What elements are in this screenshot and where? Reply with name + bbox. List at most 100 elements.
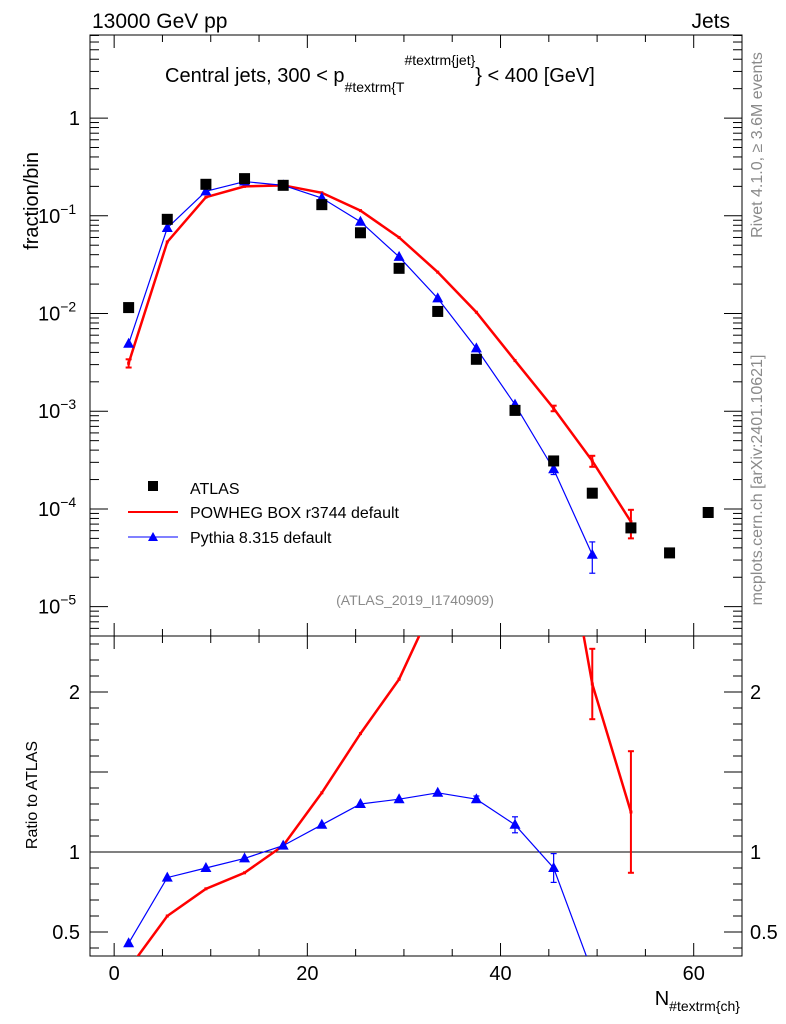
powheg-line [127, 184, 632, 523]
y-tick-label-base: 10 [38, 499, 60, 521]
atlas-point [432, 305, 444, 317]
y-tick-label-top: 10−2 [38, 299, 76, 326]
legend-powheg-label: POWHEG BOX r3744 default [190, 505, 400, 522]
atlas-point [161, 213, 173, 225]
plot-title: Central jets, 300 < p#textrm{T #textrm{je… [165, 52, 595, 95]
y-tick-label-base: 10 [38, 401, 60, 423]
powheg-ratio-point [358, 732, 362, 736]
mcplots-label: mcplots.cern.ch [arXiv:2401.10621] [749, 355, 766, 606]
powheg-ratio-point [243, 871, 247, 875]
y-axis-title-bottom: Ratio to ATLAS [24, 741, 41, 849]
x-tick-label: 40 [489, 963, 511, 985]
atlas-point [702, 506, 714, 518]
y-tick-label-exp: −4 [60, 494, 76, 510]
pythia-ratio-point [470, 793, 482, 804]
atlas-point [470, 353, 482, 365]
pythia-ratio-point [277, 839, 289, 850]
pythia-point [586, 548, 598, 559]
powheg-point [474, 310, 478, 314]
atlas-point [277, 179, 289, 191]
pythia-ratio-point [393, 793, 405, 804]
powheg-point [204, 195, 208, 199]
x-tick-label: 0 [109, 963, 120, 985]
legend-pythia-marker [148, 532, 158, 541]
y-tick-label-base: 10 [38, 304, 60, 326]
rivet-version-label: Rivet 4.1.0, ≥ 3.6M events [749, 52, 766, 238]
pythia-point [548, 463, 560, 474]
pythia-point [470, 342, 482, 353]
atlas-point [625, 522, 637, 534]
analysis-watermark: (ATLAS_2019_I1740909) [336, 592, 494, 608]
plot-title-pre: Central jets, 300 < p [165, 65, 345, 87]
y-tick-label-exp: −1 [60, 201, 76, 217]
pythia-point [354, 215, 366, 226]
energy-label: 13000 GeV pp [92, 10, 227, 33]
atlas-point [200, 178, 212, 190]
y-axis-title-top: fraction/bin [21, 152, 43, 250]
y-tick-label-bottom: 2 [69, 682, 80, 704]
pythia-ratio-point [239, 852, 251, 863]
powheg-ratio-point [397, 677, 401, 681]
legend-atlas-marker [148, 481, 158, 491]
powheg-ratio-point [165, 914, 169, 918]
x-tick-label: 20 [296, 963, 318, 985]
pythia-point [123, 337, 135, 348]
x-axis-title: N#textrm{ch} [655, 988, 741, 1014]
pythia-ratio-point [161, 871, 173, 882]
plot-title-sub: #textrm{T [345, 79, 405, 95]
y-tick-label-exp: −3 [60, 396, 76, 412]
y-tick-label-bottom-right: 0.5 [750, 922, 778, 944]
powheg-ratio-line [136, 636, 633, 956]
legend-atlas-label: ATLAS [190, 481, 240, 498]
powheg-point [243, 184, 247, 188]
pythia-point [393, 250, 405, 261]
atlas-point [548, 455, 560, 467]
y-tick-label-base: 10 [38, 597, 60, 619]
pythia-ratio-point [354, 798, 366, 808]
x-tick-label: 60 [683, 963, 705, 985]
y-tick-label-top: 10−4 [38, 494, 76, 521]
atlas-point [393, 262, 405, 274]
y-tick-label-bottom: 1 [69, 842, 80, 864]
y-tick-label-top: 10−3 [38, 396, 76, 423]
bottom-panel-data [123, 636, 634, 976]
atlas-point [123, 302, 135, 314]
powheg-point [397, 235, 401, 239]
top-panel-frame [89, 34, 743, 637]
pythia-point [432, 292, 444, 303]
powheg-ratio-point [204, 887, 208, 891]
top-panel-data [123, 173, 714, 574]
pythia-ratio-point [316, 818, 328, 829]
pythia-ratio-point [123, 937, 135, 948]
y-tick-label-bottom-right: 1 [750, 842, 761, 864]
atlas-point [509, 404, 521, 416]
atlas-point [239, 173, 251, 185]
pythia-ratio-point [509, 818, 521, 829]
pythia-ratio-point [200, 862, 212, 872]
y-tick-label-bottom: 0.5 [52, 922, 80, 944]
bottom-panel-frame [89, 635, 743, 957]
pythia-point [161, 221, 173, 232]
powheg-ratio-point [320, 791, 324, 795]
pythia-ratio-line [128, 792, 587, 956]
category-label: Jets [691, 10, 730, 33]
y-tick-label-exp: −5 [60, 592, 76, 608]
powheg-point [436, 270, 440, 274]
powheg-ratio-point [127, 967, 130, 970]
legend: ATLAS POWHEG BOX r3744 default Pythia 8.… [128, 481, 400, 547]
powheg-point [513, 359, 517, 363]
y-tick-label-bottom-right: 2 [750, 682, 761, 704]
pythia-ratio-point [548, 862, 560, 872]
y-tick-label-top: 1 [69, 108, 80, 130]
pythia-ratio-point [587, 966, 598, 976]
x-axis-title-sub: #textrm{ch} [669, 998, 740, 1014]
pythia-ratio-point [432, 786, 444, 797]
legend-pythia-label: Pythia 8.315 default [190, 530, 332, 547]
atlas-point [664, 547, 676, 559]
atlas-point [316, 199, 328, 211]
plot-title-post: } < 400 [GeV] [475, 65, 595, 87]
powheg-point [165, 240, 169, 244]
y-tick-label-top: 10−1 [38, 201, 76, 228]
